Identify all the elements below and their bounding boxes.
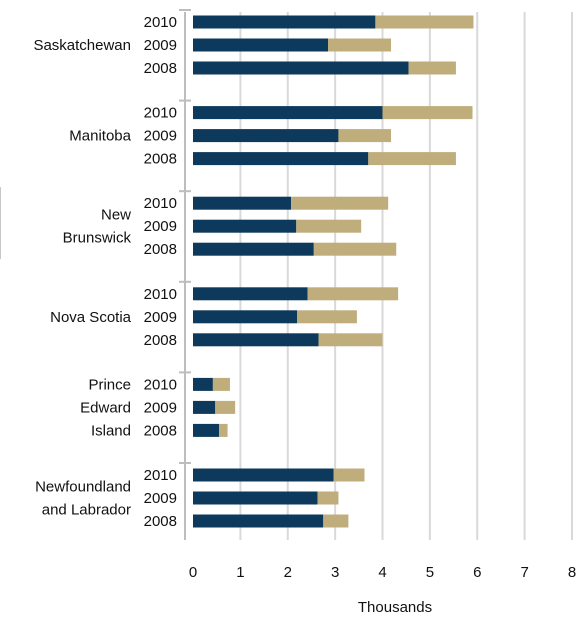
group-label: Manitoba (69, 128, 131, 145)
group-label: and Labrador (42, 502, 131, 519)
bar-segment-1 (193, 468, 334, 482)
bar-segment-1 (193, 287, 308, 301)
year-label: 2010 (144, 376, 177, 393)
year-label: 2008 (144, 60, 177, 77)
bar-segment-2 (291, 196, 389, 210)
bar-segment-1 (193, 61, 409, 75)
bar-segment-1 (193, 15, 376, 29)
year-label: 2009 (144, 490, 177, 507)
bar-segment-2 (215, 400, 236, 414)
group-label: Nova Scotia (50, 309, 132, 326)
bar-segment-2 (296, 219, 362, 233)
bar-segment-2 (313, 242, 397, 256)
year-label: 2008 (144, 332, 177, 349)
bar-segment-1 (193, 491, 318, 505)
bar-segment-2 (375, 15, 474, 29)
group-label: Newfoundland (35, 479, 131, 496)
bar-segment-2 (328, 38, 392, 52)
year-label: 2010 (144, 105, 177, 122)
bar-segment-2 (368, 152, 456, 166)
year-label: 2010 (144, 467, 177, 484)
bar-segment-1 (193, 310, 298, 324)
group-label: Edward (80, 399, 131, 416)
group-label: Island (91, 422, 131, 439)
bar-segment-1 (193, 219, 297, 233)
year-label: 2008 (144, 241, 177, 258)
bar-segment-2 (333, 468, 365, 482)
bar-segment-1 (193, 377, 213, 391)
bar-segment-2 (323, 514, 349, 528)
bar-segment-1 (193, 423, 220, 437)
bar-segment-2 (307, 287, 399, 301)
bar-segment-1 (193, 333, 319, 347)
group-label: New (101, 207, 131, 224)
bar-segment-2 (219, 423, 228, 437)
bar-segment-1 (193, 400, 216, 414)
year-label: 2008 (144, 422, 177, 439)
x-tick-label: 2 (284, 564, 292, 581)
year-label: 2010 (144, 14, 177, 31)
bar-segment-1 (193, 129, 339, 143)
x-tick-label: 7 (520, 564, 528, 581)
year-label: 2008 (144, 151, 177, 168)
bar-segment-1 (193, 152, 369, 166)
bar-segment-1 (193, 196, 292, 210)
left-edge-rule (0, 187, 1, 259)
year-label: 2010 (144, 286, 177, 303)
bar-segment-1 (193, 106, 383, 120)
year-label: 2009 (144, 218, 177, 235)
bar-segment-1 (193, 514, 324, 528)
bar-segment-2 (408, 61, 456, 75)
group-label: Saskatchewan (33, 37, 131, 54)
x-tick-label: 5 (426, 564, 434, 581)
year-label: 2008 (144, 513, 177, 530)
bar-segment-2 (318, 333, 383, 347)
x-tick-label: 0 (189, 564, 197, 581)
bar-segment-2 (297, 310, 357, 324)
year-label: 2009 (144, 128, 177, 145)
x-tick-label: 8 (568, 564, 576, 581)
bar-segment-2 (382, 106, 473, 120)
x-tick-label: 6 (473, 564, 481, 581)
x-tick-label: 4 (378, 564, 386, 581)
bar-segment-2 (338, 129, 392, 143)
x-tick-label: 3 (331, 564, 339, 581)
year-label: 2009 (144, 37, 177, 54)
bar-segment-2 (317, 491, 339, 505)
year-label: 2010 (144, 195, 177, 212)
year-label: 2009 (144, 399, 177, 416)
bar-segment-2 (212, 377, 230, 391)
year-label: 2009 (144, 309, 177, 326)
group-label: Prince (88, 376, 131, 393)
group-label: Brunswick (63, 230, 132, 247)
x-axis-title: Thousands (358, 599, 432, 616)
bar-segment-1 (193, 242, 314, 256)
bar-segment-1 (193, 38, 329, 52)
x-tick-label: 1 (236, 564, 244, 581)
